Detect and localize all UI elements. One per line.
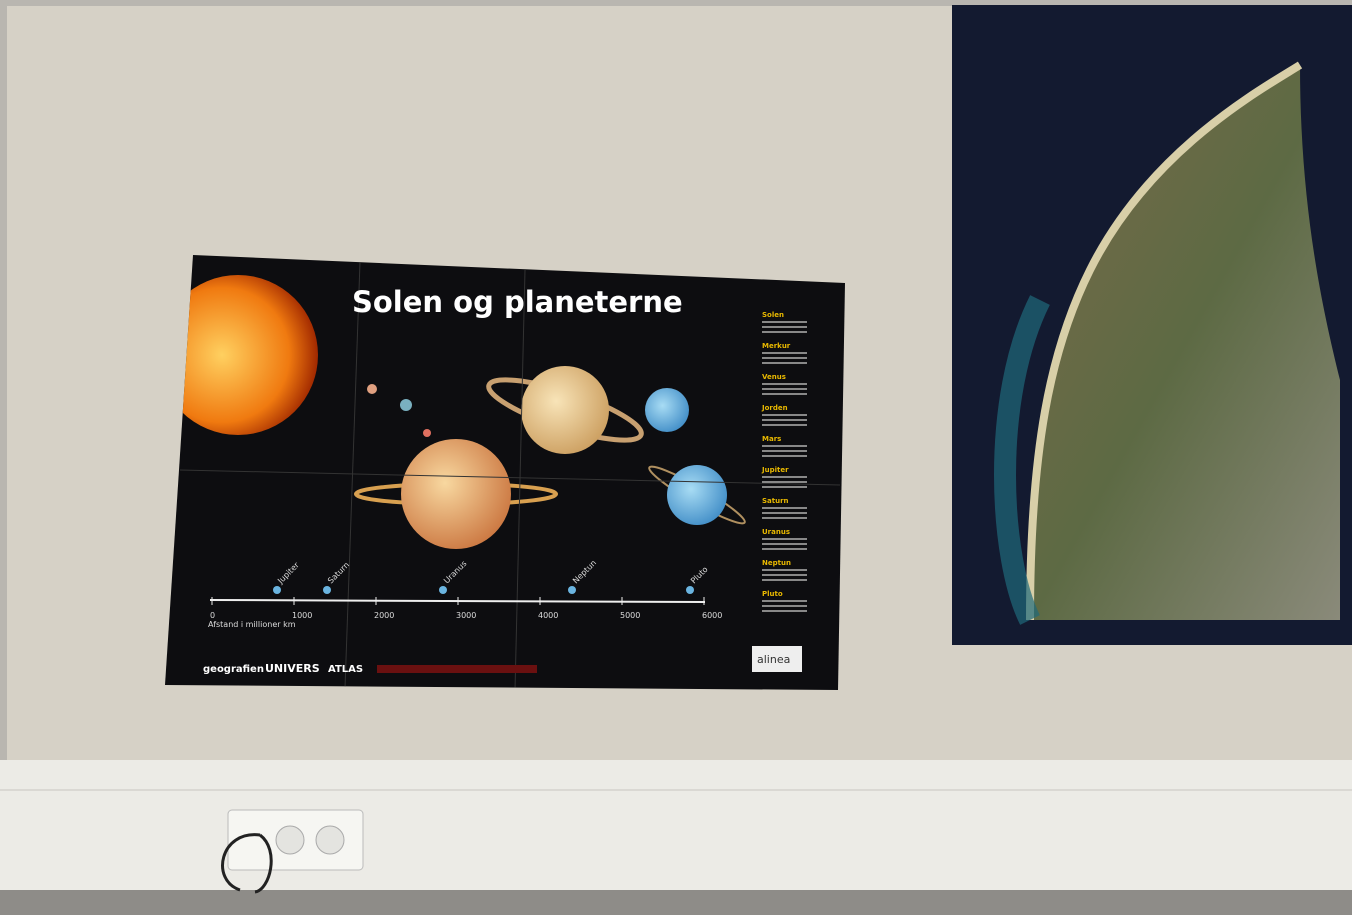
side-text-line [762,424,807,426]
jupiter [401,439,511,549]
mercury [367,384,377,394]
axis-tick-label: 2000 [374,611,394,620]
page: Solen og planeterne 0 1000 2000 3000 4000 500… [0,0,1352,915]
side-heading: Venus [762,373,786,381]
axis-tick-label: 5000 [620,611,640,620]
side-text-line [762,569,807,571]
earth [400,399,412,411]
mars [423,429,431,437]
side-text-line [762,610,807,612]
side-heading: Jupiter [761,466,789,474]
side-text-line [762,388,807,390]
side-text-line [762,548,807,550]
side-text-line [762,600,807,602]
side-text-line [762,455,807,457]
side-text-line [762,605,807,607]
side-text-line [762,476,807,478]
side-text-line [762,331,807,333]
planet-dot [686,586,694,594]
axis-tick-label: 0 [210,611,215,620]
side-heading: Merkur [762,342,791,350]
side-text-line [762,486,807,488]
floor-shadow [0,890,1352,915]
planet-dot [568,586,576,594]
logo: UNIVERS [265,662,320,675]
axis-label: Afstand i millioner km [208,620,296,629]
planet-dot [439,586,447,594]
side-text-line [762,352,807,354]
logo: alinea [757,653,790,666]
uranus [645,388,689,432]
side-heading: Mars [762,435,781,443]
side-text-line [762,538,807,540]
side-text-line [762,517,807,519]
saturn [521,366,609,454]
logo-bar [377,665,537,673]
side-text-line [762,445,807,447]
axis-tick-label: 3000 [456,611,476,620]
cable-trunking [0,760,1352,890]
photo: Solen og planeterne 0 1000 2000 3000 4000 500… [0,0,1352,915]
axis-tick-label: 6000 [702,611,722,620]
side-text-line [762,512,807,514]
side-text-line [762,326,807,328]
side-text-line [762,481,807,483]
side-heading: Solen [762,311,784,319]
side-heading: Uranus [762,528,790,536]
logo: geografien [203,664,264,675]
side-text-line [762,574,807,576]
side-text-line [762,543,807,545]
side-text-line [762,357,807,359]
side-heading: Jorden [761,404,788,412]
side-text-line [762,393,807,395]
socket [276,826,304,854]
side-text-line [762,321,807,323]
socket [316,826,344,854]
side-text-line [762,507,807,509]
axis-tick-label: 4000 [538,611,558,620]
planet-dot [273,586,281,594]
side-text-line [762,579,807,581]
side-heading: Saturn [762,497,789,505]
side-text-line [762,383,807,385]
poster-title: Solen og planeterne [352,285,683,319]
planet-dot [323,586,331,594]
side-heading: Pluto [762,590,783,598]
side-text-line [762,362,807,364]
axis-tick-label: 1000 [292,611,312,620]
side-text-line [762,419,807,421]
side-text-line [762,414,807,416]
side-heading: Neptun [762,559,791,567]
logo: ATLAS [328,664,363,675]
neptune [667,465,727,525]
side-text-line [762,450,807,452]
